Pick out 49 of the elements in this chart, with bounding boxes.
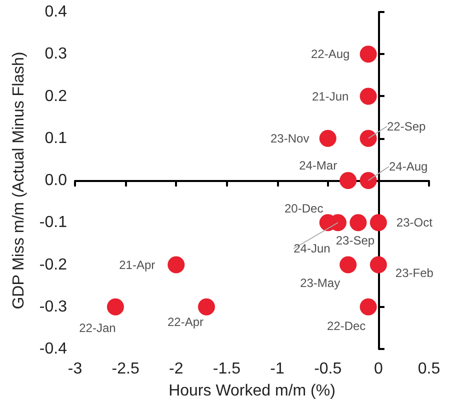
annotation: 23-Oct: [396, 216, 434, 230]
y-tick-label: 0.4: [44, 4, 68, 20]
x-tick-label: -2.5: [112, 360, 140, 378]
point: [350, 214, 367, 232]
annotation: 21-Jun: [312, 89, 349, 104]
x-tick-label: -1.5: [212, 360, 241, 378]
annotation: 22-Dec: [326, 318, 366, 333]
annotation: 23-Nov: [270, 131, 310, 146]
y-tick-label: 0.0: [44, 172, 68, 189]
annotation: 24-Aug: [388, 160, 428, 174]
y-tick-label: -0.4: [39, 340, 68, 358]
annotation: 22-Apr: [167, 314, 204, 329]
annotation: 22-Aug: [310, 47, 350, 62]
point: [198, 298, 215, 316]
y-tick-label: 0.3: [44, 46, 68, 63]
point: [370, 214, 387, 232]
annotation: 23-Sep: [336, 234, 375, 248]
y-tick-label: -0.2: [39, 256, 68, 274]
annotation: 20-Dec: [284, 202, 324, 216]
y-tick-label: 0.2: [44, 88, 68, 105]
point: [360, 298, 377, 316]
annotation: 23-May: [300, 276, 340, 290]
point: [340, 172, 357, 189]
annotation: 22-Jan: [79, 320, 116, 335]
x-tick-label: -3: [68, 360, 82, 378]
annotation: 21-Apr: [119, 258, 156, 272]
point: [360, 46, 377, 63]
point: [319, 130, 336, 147]
y-tick-label: 0.1: [44, 130, 68, 147]
point: [340, 256, 357, 274]
x-tick-label: -2: [169, 360, 184, 378]
point: [106, 298, 124, 316]
x-tick-label: 0.5: [418, 360, 440, 378]
point: [360, 130, 377, 147]
point: [168, 256, 185, 274]
annotation: 24-Jun: [294, 242, 330, 256]
point: [360, 172, 377, 189]
x-tick-label: -0.5: [314, 360, 342, 378]
x-axis-title: Hours Worked m/m (%): [168, 382, 336, 400]
annotation: 23-Feb: [395, 266, 434, 280]
point: [360, 88, 377, 105]
point: [370, 256, 387, 274]
y-tick-label: -0.3: [39, 298, 68, 316]
y-axis-title: GDP Miss m/m (Actual Minus Flash): [10, 52, 28, 310]
x-tick-label: 0: [374, 360, 383, 378]
x-tick-label: -1: [270, 360, 284, 378]
annotation: 24-Mar: [299, 158, 338, 172]
annotation: 22-Sep: [386, 119, 426, 134]
y-tick-label: -0.1: [39, 214, 68, 232]
